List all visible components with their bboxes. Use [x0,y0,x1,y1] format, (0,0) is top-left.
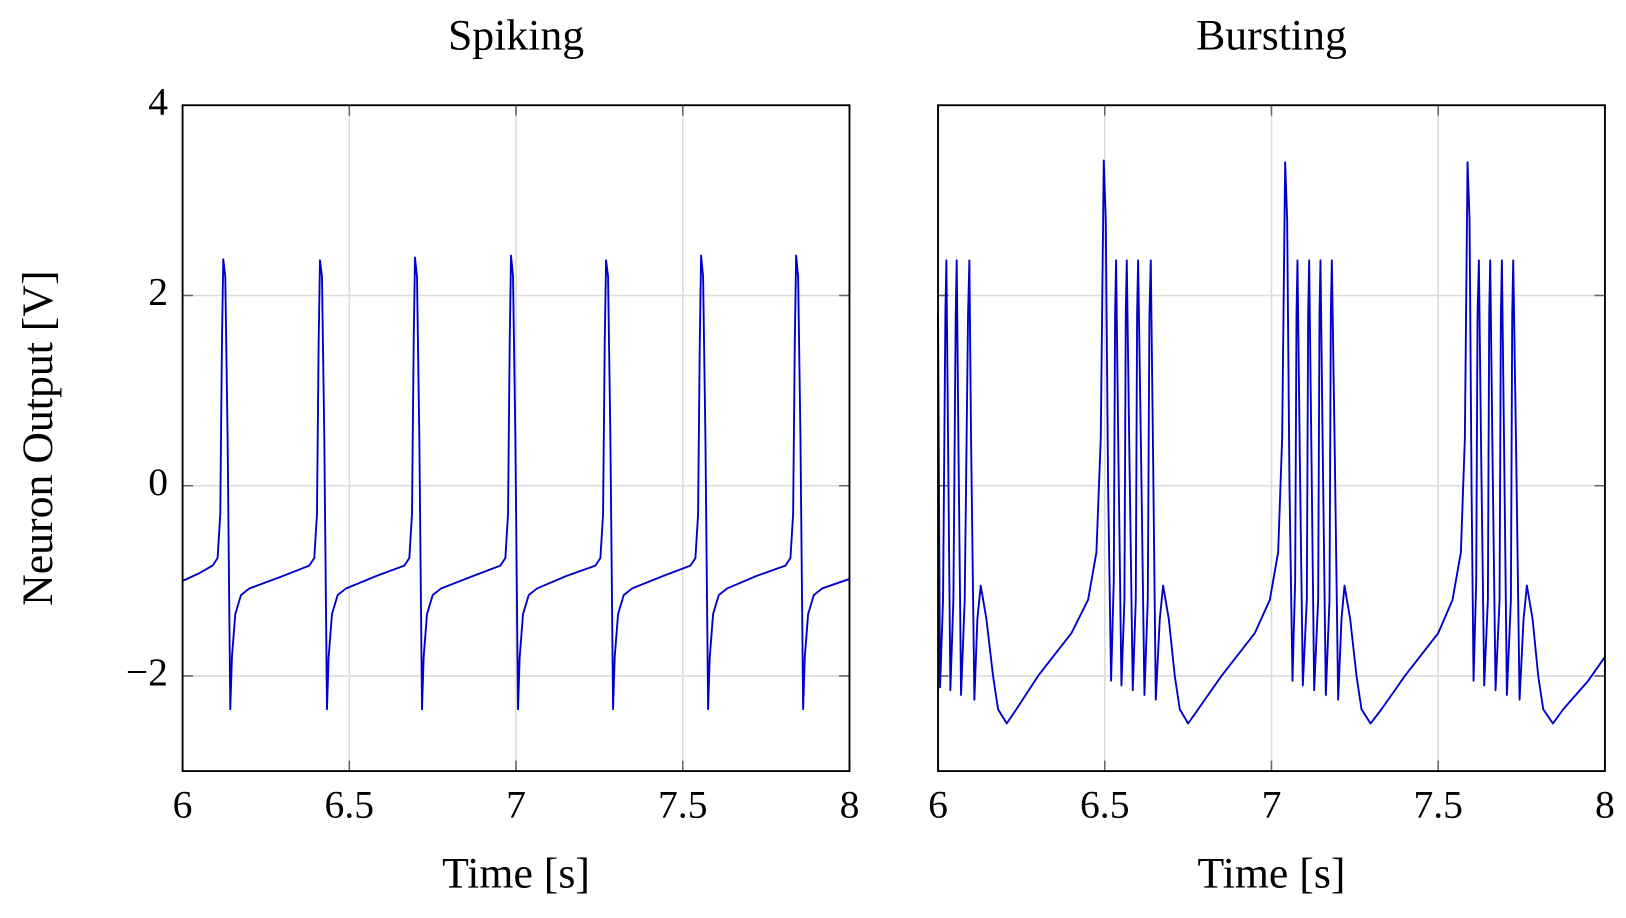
x-tick-label: 7 [506,783,526,827]
x-tick-label: 6 [173,783,193,827]
x-axis-label: Time [s] [1198,849,1346,897]
x-tick-label: 7.5 [658,783,707,827]
plot-frame [181,104,851,773]
y-axis-label: Neuron Output [V] [14,270,62,605]
plot-frame [937,104,1606,773]
y-tick-label: 2 [148,270,168,314]
chart-title: Bursting [1196,12,1347,60]
x-tick-label: 8 [1595,783,1615,827]
x-tick-label: 8 [840,783,860,827]
x-tick-label: 6.5 [1080,783,1129,827]
x-tick-label: 7.5 [1413,783,1462,827]
y-tick-label: −2 [126,650,168,694]
chart-title: Spiking [448,12,584,60]
x-tick-label: 6.5 [325,783,374,827]
data-line [182,254,850,711]
x-axis-label: Time [s] [442,849,590,897]
y-tick-label: 0 [148,460,168,504]
x-tick-label: 6 [928,783,948,827]
data-line [937,159,1606,725]
x-tick-label: 7 [1262,783,1282,827]
y-tick-label: 4 [148,79,168,123]
